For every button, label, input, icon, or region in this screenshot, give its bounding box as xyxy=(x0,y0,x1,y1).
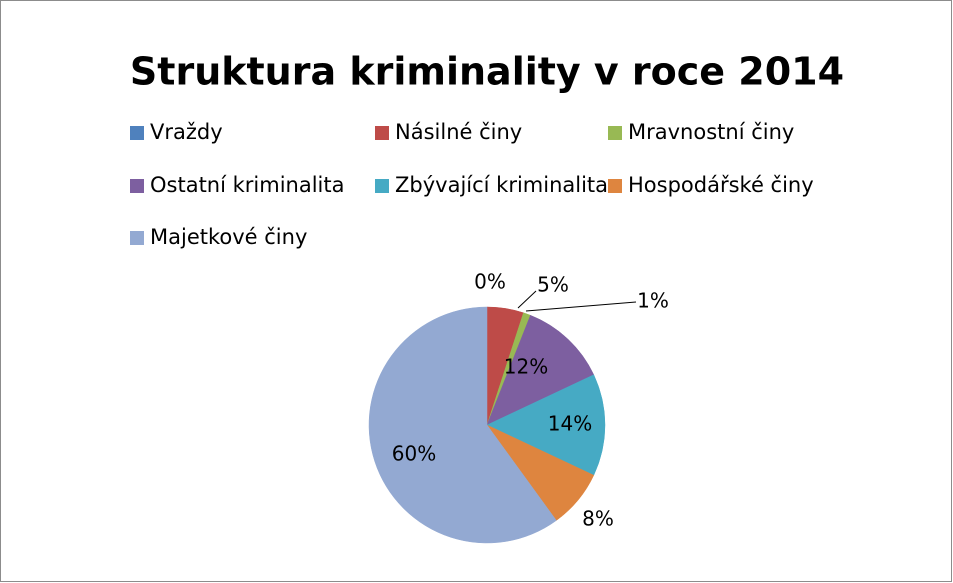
legend-swatch xyxy=(608,126,622,140)
legend-label: Hospodářské činy xyxy=(628,173,814,197)
data-label: 8% xyxy=(582,507,614,531)
chart-title: Struktura kriminality v roce 2014 xyxy=(130,50,844,94)
legend-label: Mravnostní činy xyxy=(628,120,794,144)
legend-label: Násilné činy xyxy=(395,120,522,144)
legend-swatch xyxy=(130,126,144,140)
legend-label: Majetkové činy xyxy=(150,225,307,249)
legend-swatch xyxy=(130,179,144,193)
data-label: 12% xyxy=(504,355,548,379)
leader-line xyxy=(517,290,537,309)
legend-label: Zbývající kriminalita xyxy=(395,173,608,197)
legend-swatch xyxy=(608,179,622,193)
data-label: 0% xyxy=(474,270,506,294)
data-label: 5% xyxy=(537,273,569,297)
leader-line xyxy=(525,301,637,312)
pie-slice xyxy=(368,306,557,544)
data-label: 1% xyxy=(637,289,669,313)
legend-label: Ostatní kriminalita xyxy=(150,173,345,197)
legend-swatch xyxy=(375,126,389,140)
legend-label: Vraždy xyxy=(150,120,223,144)
pie-slice xyxy=(486,314,595,426)
legend-swatch xyxy=(130,231,144,245)
data-label: 60% xyxy=(392,442,436,466)
legend-swatch xyxy=(375,179,389,193)
pie-slice xyxy=(486,374,606,476)
data-label: 14% xyxy=(548,412,592,436)
